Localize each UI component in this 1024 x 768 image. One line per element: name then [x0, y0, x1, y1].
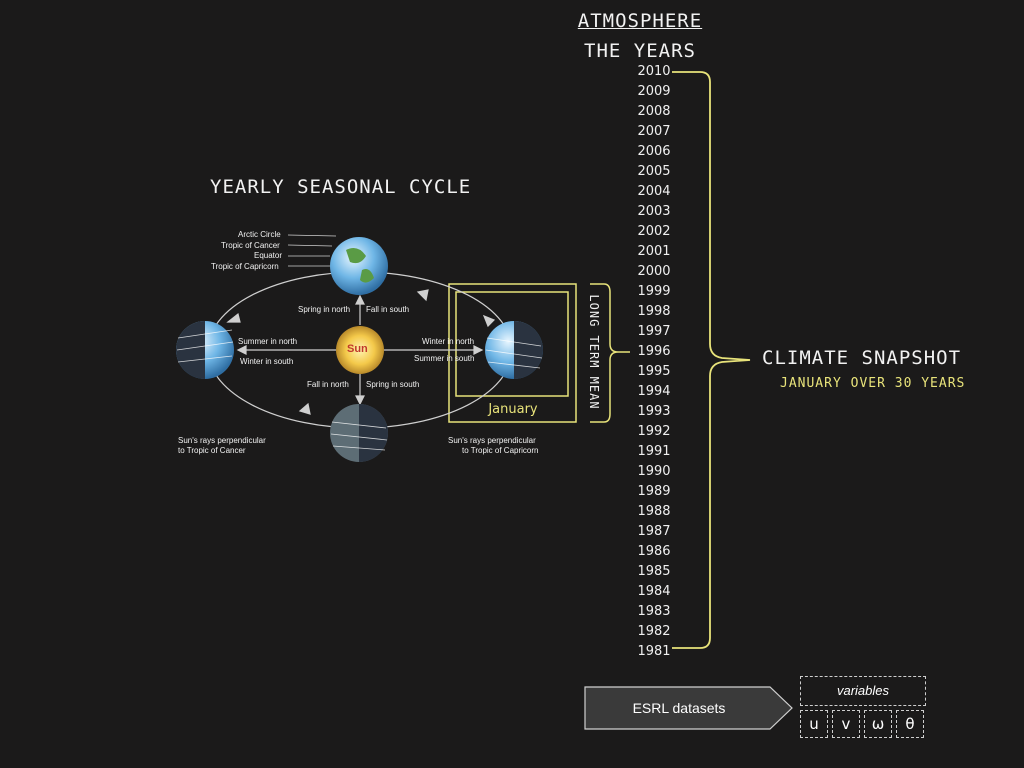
the-years-title: THE YEARS	[584, 40, 696, 62]
year-item: 2004	[637, 184, 671, 199]
year-item: 1997	[637, 324, 671, 339]
label-rays-capricorn-2: to Tropic of Capricorn	[462, 446, 539, 455]
years-brace	[672, 71, 751, 649]
year-item: 1991	[637, 444, 671, 459]
year-item: 1983	[637, 604, 671, 619]
ltm-bracket	[590, 283, 630, 423]
year-item: 1987	[637, 524, 671, 539]
year-item: 1990	[637, 464, 671, 479]
year-item: 1999	[637, 284, 671, 299]
long-term-mean-label: LONG TERM MEAN	[584, 292, 604, 412]
variable-omega[interactable]: ω	[864, 710, 892, 738]
year-item: 1986	[637, 544, 671, 559]
sun-icon	[336, 326, 384, 374]
year-item: 2008	[637, 104, 671, 119]
year-item: 2002	[637, 224, 671, 239]
earth-top-icon	[330, 237, 388, 295]
label-tropic-cancer: Tropic of Cancer	[221, 241, 280, 250]
year-item: 1996	[637, 344, 671, 359]
climate-snapshot-title: CLIMATE SNAPSHOT	[762, 347, 962, 369]
label-winter-south: Winter in south	[240, 357, 294, 366]
label-spring-north: Spring in north	[298, 305, 351, 314]
january-label: January	[488, 402, 538, 417]
year-item: 2010	[637, 64, 671, 79]
label-rays-capricorn-1: Sun's rays perpendicular	[448, 436, 536, 445]
atmosphere-title: ATMOSPHERE	[577, 10, 703, 32]
label-arctic-circle: Arctic Circle	[238, 230, 281, 239]
year-item: 1981	[637, 644, 671, 659]
year-item: 2000	[637, 264, 671, 279]
year-item: 2009	[637, 84, 671, 99]
variables-header: variables	[800, 676, 926, 706]
year-item: 1985	[637, 564, 671, 579]
earth-left-icon	[176, 321, 234, 379]
label-summer-north: Summer in north	[238, 337, 298, 346]
label-equator: Equator	[254, 251, 283, 260]
long-term-mean-text: LONG TERM MEAN	[587, 294, 601, 410]
earth-bottom-icon	[330, 404, 388, 462]
year-item: 2007	[637, 124, 671, 139]
year-item: 1992	[637, 424, 671, 439]
year-item: 1989	[637, 484, 671, 499]
year-item: 1993	[637, 404, 671, 419]
label-fall-north: Fall in north	[307, 380, 349, 389]
label-rays-cancer-1: Sun's rays perpendicular	[178, 436, 266, 445]
esrl-datasets-button[interactable]: ESRL datasets	[632, 700, 726, 716]
january-inner-box	[455, 291, 569, 397]
year-item: 1994	[637, 384, 671, 399]
year-item: 1995	[637, 364, 671, 379]
variable-v[interactable]: v	[832, 710, 860, 738]
climate-snapshot-subtitle: JANUARY OVER 30 YEARS	[780, 376, 966, 391]
year-item: 1982	[637, 624, 671, 639]
january-outer-box	[448, 283, 577, 423]
year-item: 1998	[637, 304, 671, 319]
label-summer-south: Summer in south	[414, 354, 475, 363]
year-item: 1984	[637, 584, 671, 599]
label-winter-north: Winter in north	[422, 337, 475, 346]
label-tropic-capricorn: Tropic of Capricorn	[211, 262, 279, 271]
year-item: 2006	[637, 144, 671, 159]
label-fall-south: Fall in south	[366, 305, 410, 314]
variable-theta[interactable]: θ	[896, 710, 924, 738]
year-item: 2001	[637, 244, 671, 259]
label-rays-cancer-2: to Tropic of Cancer	[178, 446, 246, 455]
seasonal-cycle-title: YEARLY SEASONAL CYCLE	[210, 176, 472, 198]
year-item: 2005	[637, 164, 671, 179]
variable-u[interactable]: u	[800, 710, 828, 738]
year-item: 2003	[637, 204, 671, 219]
label-spring-south: Spring in south	[366, 380, 420, 389]
year-item: 1988	[637, 504, 671, 519]
earth-right-icon	[485, 321, 543, 379]
label-sun: Sun	[347, 343, 368, 355]
esrl-arrow-shape	[584, 686, 793, 730]
